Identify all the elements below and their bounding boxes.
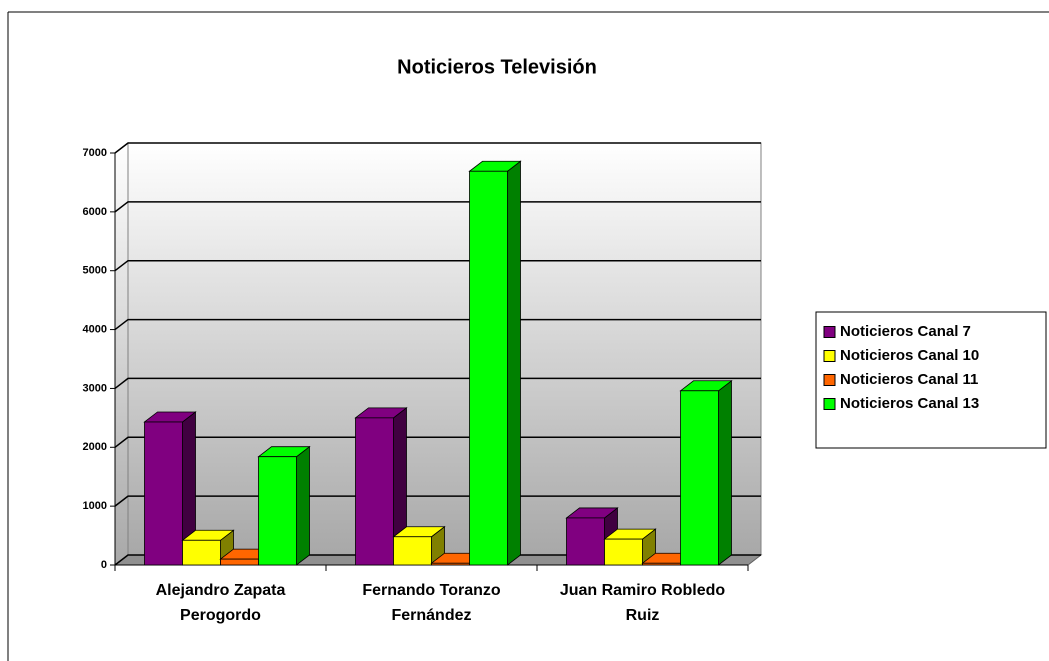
grid-line [114, 495, 761, 507]
legend-swatch [823, 374, 836, 386]
bar [144, 421, 183, 566]
grid-line [114, 142, 761, 154]
chart-title: Noticieros Televisión [397, 56, 597, 78]
bar [393, 536, 432, 566]
legend-label: Noticieros Canal 7 [840, 323, 971, 340]
legend-swatch [823, 326, 836, 338]
bar [566, 517, 605, 566]
legend [815, 311, 1047, 449]
y-tick-label: 7000 [83, 147, 107, 159]
y-tick-label: 4000 [83, 323, 107, 335]
bar [355, 417, 394, 566]
x-tick-label: Fernando Toranzo Fernández [362, 582, 501, 624]
x-tick-label: Juan Ramiro Robledo Ruiz [559, 582, 726, 624]
legend-label: Noticieros Canal 11 [840, 371, 978, 388]
bar [258, 456, 297, 566]
grid-line [114, 201, 761, 213]
y-tick-label: 0 [101, 559, 107, 571]
bar [680, 390, 719, 566]
grid-line [114, 377, 761, 390]
bar [642, 562, 681, 566]
y-tick-label: 3000 [83, 382, 107, 394]
legend-swatch [823, 350, 836, 362]
y-tick-label: 5000 [83, 265, 107, 277]
x-tick-label: Alejandro Zapata Perogordo [155, 582, 286, 624]
y-tick-label: 6000 [83, 206, 107, 218]
legend-swatch [823, 398, 836, 410]
y-tick-label: 2000 [83, 441, 107, 453]
legend-label: Noticieros Canal 10 [840, 347, 979, 364]
bar [431, 562, 470, 566]
grid-line [114, 436, 761, 448]
bar-side [718, 379, 732, 566]
bar-side [296, 445, 310, 566]
bar-side [507, 160, 521, 566]
grid-line [114, 259, 761, 272]
bar [220, 558, 259, 566]
grid-line [114, 318, 761, 331]
bar [182, 539, 221, 566]
y-tick-label: 1000 [83, 500, 107, 512]
legend-label: Noticieros Canal 13 [840, 395, 979, 412]
bar [604, 538, 643, 566]
grid-line [114, 554, 761, 566]
back-wall [127, 142, 762, 556]
bar [469, 170, 508, 566]
